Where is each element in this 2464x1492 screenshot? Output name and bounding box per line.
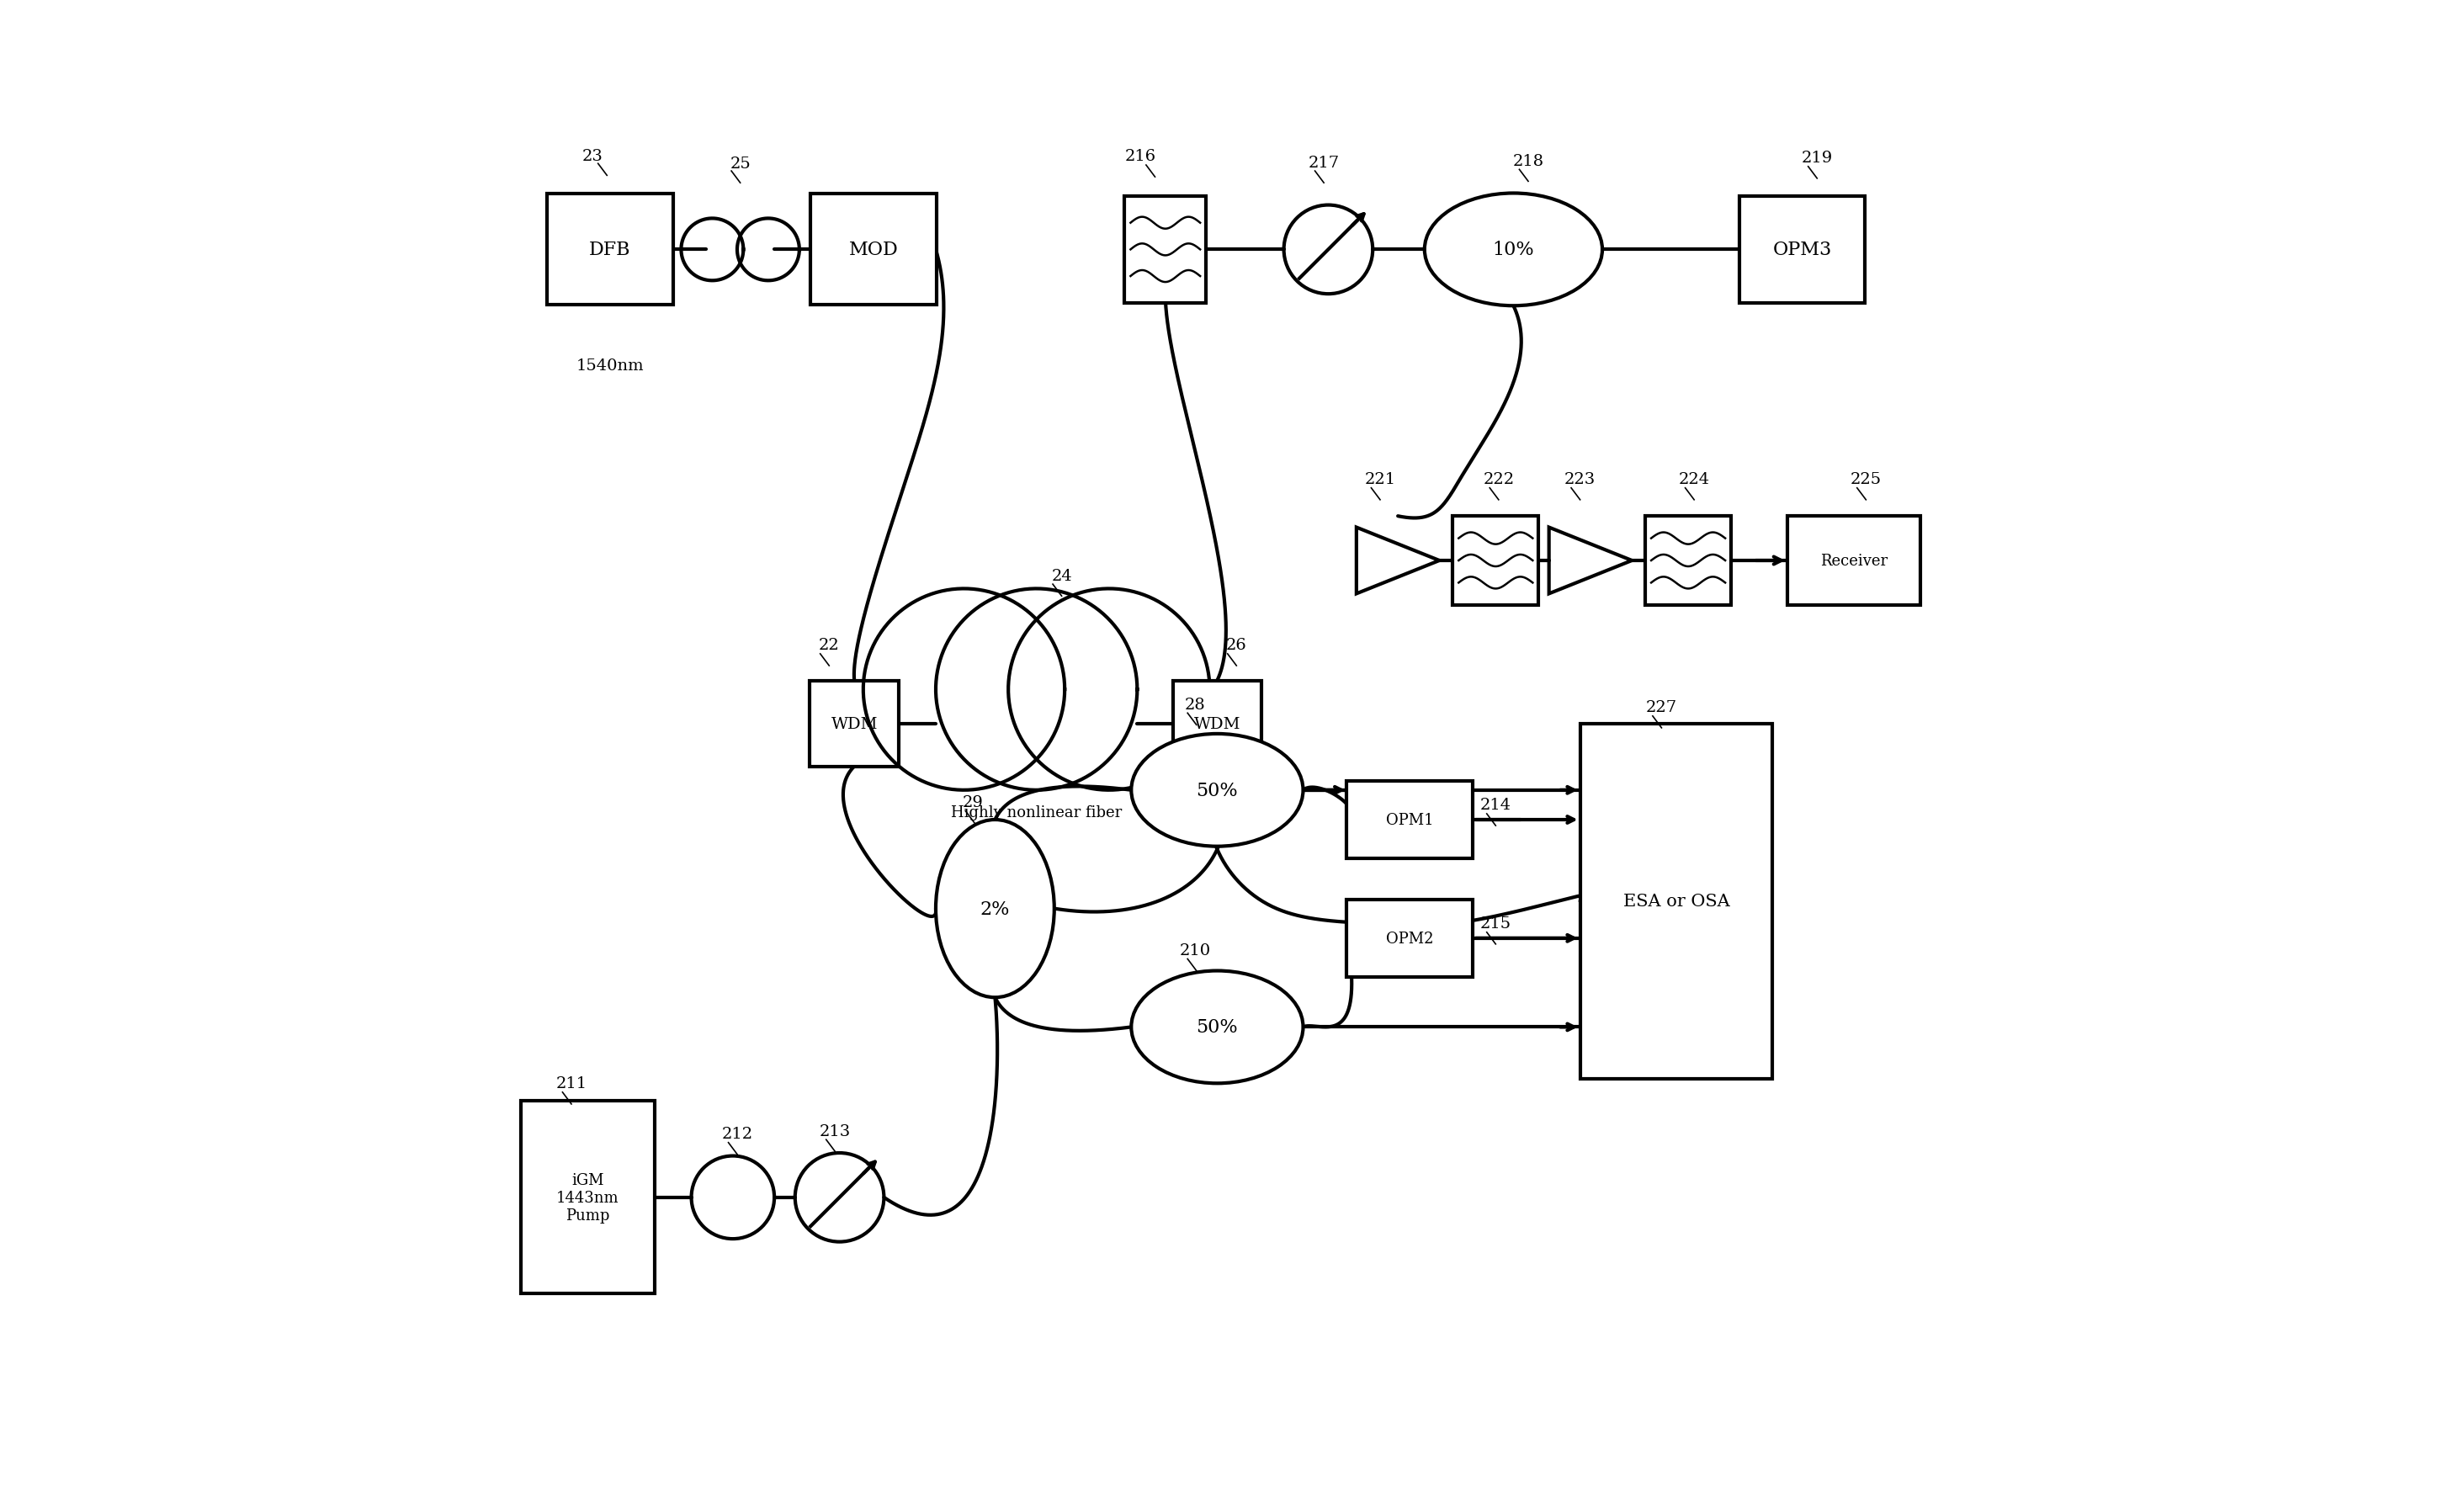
Bar [811, 680, 899, 767]
Text: 25: 25 [729, 157, 752, 172]
Ellipse shape [1131, 734, 1303, 846]
Text: 214: 214 [1481, 798, 1510, 813]
Ellipse shape [936, 821, 1055, 998]
Text: ESA or OSA: ESA or OSA [1624, 894, 1730, 910]
Text: 219: 219 [1801, 151, 1833, 166]
Text: DFB: DFB [589, 240, 631, 260]
Text: 2%: 2% [981, 900, 1010, 918]
Text: OPM2: OPM2 [1385, 931, 1434, 946]
Text: WDM: WDM [830, 716, 877, 731]
Text: 222: 222 [1483, 471, 1515, 486]
Text: 26: 26 [1227, 637, 1247, 653]
Text: 227: 227 [1646, 700, 1678, 715]
Bar [520, 1101, 655, 1294]
Text: 210: 210 [1180, 943, 1210, 958]
Text: 224: 224 [1678, 471, 1710, 486]
Bar [1646, 516, 1732, 606]
Text: Highly nonlinear fiber: Highly nonlinear fiber [951, 806, 1121, 821]
Text: 215: 215 [1481, 916, 1510, 931]
Bar [1173, 680, 1262, 767]
Bar [1786, 516, 1922, 606]
Bar [1579, 724, 1772, 1079]
Text: 221: 221 [1365, 471, 1395, 486]
Text: Receiver: Receiver [1821, 554, 1887, 568]
Bar [811, 194, 936, 306]
Bar [547, 194, 673, 306]
Text: 223: 223 [1565, 471, 1597, 486]
Text: 50%: 50% [1198, 1018, 1237, 1037]
Text: OPM1: OPM1 [1385, 813, 1434, 828]
Text: MOD: MOD [848, 240, 899, 260]
Text: 1540nm: 1540nm [577, 358, 643, 373]
Text: 218: 218 [1513, 154, 1545, 169]
Bar [1740, 197, 1865, 303]
Text: iGM
1443nm
Pump: iGM 1443nm Pump [557, 1173, 618, 1222]
Text: OPM3: OPM3 [1772, 240, 1831, 260]
Text: 24: 24 [1052, 568, 1072, 583]
Text: WDM: WDM [1195, 716, 1239, 731]
Text: 50%: 50% [1198, 782, 1237, 800]
Bar [1348, 782, 1473, 858]
Text: 217: 217 [1308, 155, 1340, 170]
Ellipse shape [1131, 971, 1303, 1083]
Text: 211: 211 [557, 1076, 586, 1091]
Text: 216: 216 [1124, 149, 1156, 164]
Text: 28: 28 [1185, 697, 1205, 712]
Text: 212: 212 [722, 1126, 754, 1141]
Text: 29: 29 [963, 795, 983, 810]
Text: 213: 213 [821, 1123, 850, 1138]
Text: 10%: 10% [1493, 240, 1535, 260]
Bar [1124, 197, 1205, 303]
Text: 225: 225 [1850, 471, 1882, 486]
Bar [1454, 516, 1538, 606]
Bar [1348, 900, 1473, 977]
Text: 23: 23 [582, 149, 604, 164]
Ellipse shape [1424, 194, 1602, 306]
Text: 22: 22 [818, 637, 840, 653]
